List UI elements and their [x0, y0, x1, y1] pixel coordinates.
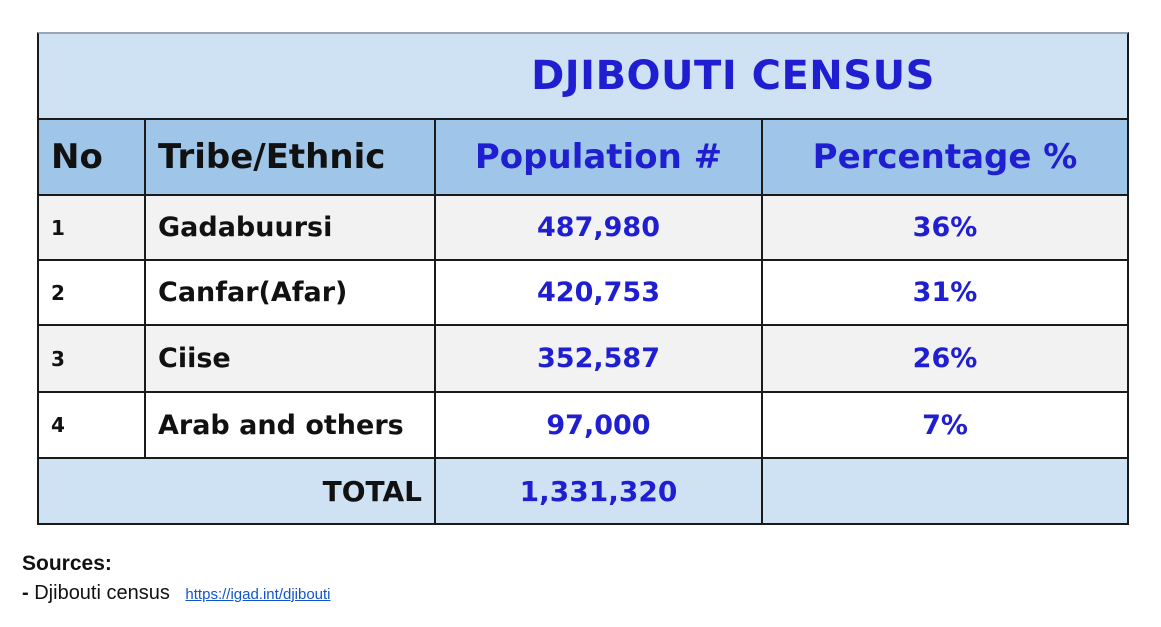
table-header-row: No Tribe/Ethnic Population # Percentage …	[39, 120, 1127, 196]
source-dash: -	[22, 582, 29, 604]
row-no: 3	[39, 326, 146, 391]
table-total-row: TOTAL 1,331,320	[39, 459, 1127, 523]
header-no: No	[39, 120, 146, 194]
row-tribe: Ciise	[146, 326, 436, 391]
sources-heading: Sources:	[22, 552, 112, 575]
table-title-row: DJIBOUTI CENSUS	[39, 34, 1127, 120]
header-tribe: Tribe/Ethnic	[146, 120, 436, 194]
row-percentage: 31%	[912, 277, 978, 308]
table-row: 2 Canfar(Afar) 420,753 31%	[39, 261, 1127, 326]
row-percentage: 26%	[912, 343, 978, 374]
sources-section: Sources: - Djibouti census https://igad.…	[22, 552, 331, 605]
row-population: 420,753	[436, 261, 763, 324]
source-link[interactable]: https://igad.int/djibouti	[185, 586, 331, 603]
row-tribe: Canfar(Afar)	[146, 261, 436, 324]
census-table-grid: DJIBOUTI CENSUS No Tribe/Ethnic Populati…	[37, 32, 1129, 525]
header-percentage: Percentage %	[812, 137, 1078, 177]
total-population: 1,331,320	[436, 459, 763, 523]
row-no: 4	[39, 393, 146, 457]
total-percentage-empty	[763, 459, 1127, 523]
row-percentage: 7%	[922, 409, 968, 441]
table-row: 3 Ciise 352,587 26%	[39, 326, 1127, 393]
table-row: 1 Gadabuursi 487,980 36%	[39, 196, 1127, 261]
total-label: TOTAL	[39, 459, 436, 523]
row-population: 352,587	[436, 326, 763, 391]
table-row: 4 Arab and others 97,000 7%	[39, 393, 1127, 459]
row-percentage: 36%	[912, 212, 978, 243]
table-title: DJIBOUTI CENSUS	[531, 53, 935, 99]
row-tribe: Arab and others	[146, 393, 436, 457]
row-population: 97,000	[436, 393, 763, 457]
row-no: 2	[39, 261, 146, 324]
source-item: - Djibouti census https://igad.int/djibo…	[22, 582, 331, 605]
row-population: 487,980	[436, 196, 763, 259]
row-tribe: Gadabuursi	[146, 196, 436, 259]
row-no: 1	[39, 196, 146, 259]
source-item-text: Djibouti census	[34, 582, 170, 604]
census-table: DJIBOUTI CENSUS No Tribe/Ethnic Populati…	[37, 32, 1129, 525]
header-population: Population #	[436, 120, 763, 194]
